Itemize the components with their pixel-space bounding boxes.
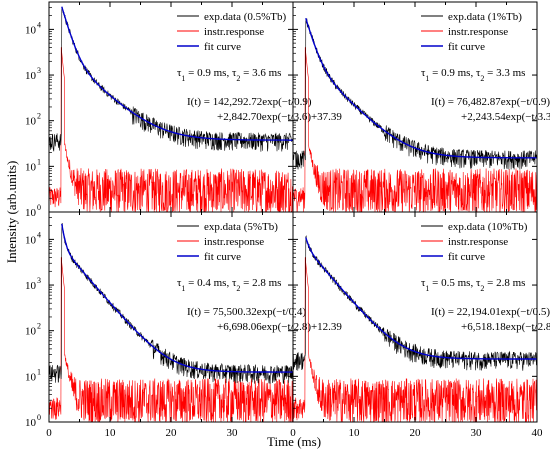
legend-label: exp.data (10%Tb) xyxy=(448,221,528,233)
plot-area xyxy=(49,6,293,212)
legend-label: instr.response xyxy=(204,26,264,38)
exp-data-line xyxy=(49,222,293,384)
panel-top-right: exp.data (1%Tb) instr.response fit curve τ1… xyxy=(292,1,550,213)
y-tick-label: 10 xyxy=(25,70,37,82)
legend-label: exp.data (1%Tb) xyxy=(448,11,522,23)
equation-line-1: I(t) = 22,194.01exp(−t/0.5) xyxy=(431,306,550,318)
fit-curve-line xyxy=(305,17,537,159)
y-tick-label: 10 xyxy=(25,280,37,292)
legend-label: instr.response xyxy=(204,236,264,248)
instr-response-line xyxy=(49,47,293,212)
x-tick-label: 10 xyxy=(105,427,117,439)
legend-label: fit curve xyxy=(204,251,241,263)
tau-annotation: τ1 = 0.9 ms, τ2 = 3.6 ms xyxy=(177,67,281,83)
equation-line-1: I(t) = 75,500.32exp(−t/0.4) xyxy=(187,306,306,318)
x-tick-label: 10 xyxy=(349,427,361,439)
fit-curve-line xyxy=(61,223,293,373)
plot-area xyxy=(49,222,293,422)
x-tick-label: 20 xyxy=(410,427,422,439)
legend-label: fit curve xyxy=(448,41,485,53)
y-tick-exponent: 2 xyxy=(37,112,41,121)
plot-area xyxy=(293,17,537,212)
y-tick-label: 10 xyxy=(25,24,37,36)
legend-label: exp.data (0.5%Tb) xyxy=(204,11,286,23)
legend-label: exp.data (5%Tb) xyxy=(204,221,278,233)
legend-label: fit curve xyxy=(448,251,485,263)
y-tick-label: 10 xyxy=(25,116,37,128)
exp-data-line xyxy=(49,7,293,152)
instr-response-line xyxy=(49,257,293,422)
panel-bottom-right: 0 10 20 30 40 exp.data (10%Tb) instr.response f… xyxy=(290,211,550,439)
equation-line-2: +2,243.54exp(−t/3.3)+15.33 xyxy=(461,111,550,123)
legend-label: instr.response xyxy=(448,26,508,38)
equation-line-2: +2,842.70exp(−t/3.6)+37.39 xyxy=(217,111,342,123)
tau-annotation: τ1 = 0.4 ms, τ2 = 2.8 ms xyxy=(177,277,281,293)
y-tick-label: 10 xyxy=(25,207,37,219)
fit-curve-line xyxy=(61,6,293,141)
instr-response-line xyxy=(293,47,537,212)
x-tick-label: 0 xyxy=(290,427,296,439)
equation-line-1: I(t) = 142,292.72exp(−t/0.9) xyxy=(187,96,312,108)
exp-data-line xyxy=(293,235,537,371)
x-tick-label: 0 xyxy=(46,427,52,439)
y-tick-exponent: 1 xyxy=(37,157,41,166)
x-axis-label: Time (ms) xyxy=(267,434,321,449)
y-tick-exponent: 3 xyxy=(37,66,41,75)
y-tick-label: 10 xyxy=(25,161,37,173)
x-tick-label: 40 xyxy=(532,427,544,439)
y-tick-exponent: 3 xyxy=(37,276,41,285)
y-tick-exponent: 4 xyxy=(37,20,41,29)
x-tick-label: 30 xyxy=(471,427,483,439)
y-tick-exponent: 4 xyxy=(37,230,41,239)
tau-annotation: τ1 = 0.9 ms, τ2 = 3.3 ms xyxy=(421,67,525,83)
y-tick-exponent: 2 xyxy=(37,322,41,331)
instr-response-line xyxy=(293,257,537,422)
legend-label: fit curve xyxy=(204,41,241,53)
y-tick-exponent: 1 xyxy=(37,367,41,376)
fit-curve-line xyxy=(305,237,537,360)
y-tick-label: 10 xyxy=(25,234,37,246)
y-tick-exponent: 0 xyxy=(37,203,41,212)
equation-line-2: +6,698.06exp(−t/2.8)+12.39 xyxy=(217,321,342,333)
y-tick-label: 10 xyxy=(25,371,37,383)
equation-line-1: I(t) = 76,482.87exp(−t/0.9) xyxy=(431,96,550,108)
exp-data-line xyxy=(293,18,537,170)
x-tick-label: 30 xyxy=(227,427,239,439)
x-tick-label: 20 xyxy=(166,427,178,439)
y-tick-label: 10 xyxy=(25,326,37,338)
legend-label: instr.response xyxy=(448,236,508,248)
y-tick-exponent: 0 xyxy=(37,413,41,422)
tau-annotation: τ1 = 0.5 ms, τ2 = 2.8 ms xyxy=(421,277,525,293)
y-axis-label: Intensity (arb.units) xyxy=(4,161,19,264)
equation-line-2: +6,518.18exp(−t/2.8)+23.99 xyxy=(461,321,550,333)
plot-area xyxy=(293,235,537,422)
y-tick-label: 10 xyxy=(25,417,37,429)
